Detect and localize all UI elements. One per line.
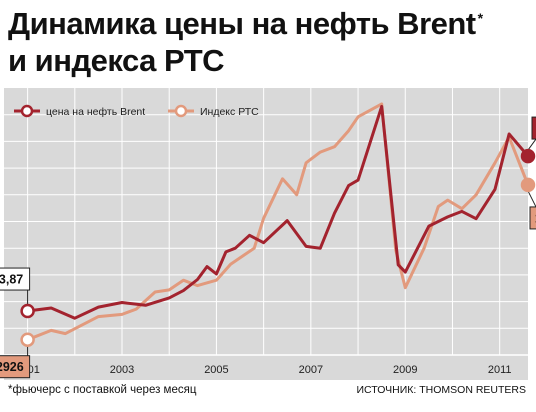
brent-start-label-box xyxy=(0,267,31,291)
rts-start-label-text: 143,2926 xyxy=(0,360,24,374)
brent-end-label-box xyxy=(531,116,536,140)
x-tick-label: 2009 xyxy=(393,364,417,376)
rts-end-label-text: 1592,4 xyxy=(535,211,536,225)
legend-brent-swatch-marker xyxy=(20,104,34,118)
x-tick-label: 2007 xyxy=(299,364,323,376)
rts-start-marker xyxy=(20,332,35,347)
footnote: *фьючерс с поставкой через месяц xyxy=(8,384,197,396)
x-tick-label: 2003 xyxy=(110,364,134,376)
legend-rts-label: Индекс РТС xyxy=(200,106,259,118)
brent-end-label-pointer xyxy=(527,138,536,151)
chart-panel xyxy=(4,88,528,380)
rts-series-line xyxy=(26,102,530,342)
legend-brent-label: цена на нефть Brent xyxy=(46,106,145,118)
brent-start-marker xyxy=(20,303,35,319)
brent-series-line xyxy=(26,104,530,320)
rts-end-marker xyxy=(520,177,536,193)
source-note: ИСТОЧНИК: THOMSON REUTERS xyxy=(356,384,527,396)
chart-title: Динамика цены на нефть Brent * и индекса … xyxy=(0,0,536,88)
x-tick-label: 2005 xyxy=(204,364,228,376)
title-line-1: Динамика цены на нефть Brent xyxy=(8,6,476,41)
x-tick-label: 2011 xyxy=(488,364,512,376)
brent-end-marker xyxy=(520,148,536,164)
rts-end-label-pointer xyxy=(527,190,536,208)
rts-start-label-box xyxy=(0,355,31,379)
rts-end-label-box xyxy=(529,206,536,230)
brent-start-label-text: 23,87 xyxy=(0,273,23,287)
title-footnote-mark: * xyxy=(477,9,483,26)
title-line-2: и индекса РТС xyxy=(8,43,225,78)
legend-rts-swatch-marker xyxy=(174,104,188,118)
